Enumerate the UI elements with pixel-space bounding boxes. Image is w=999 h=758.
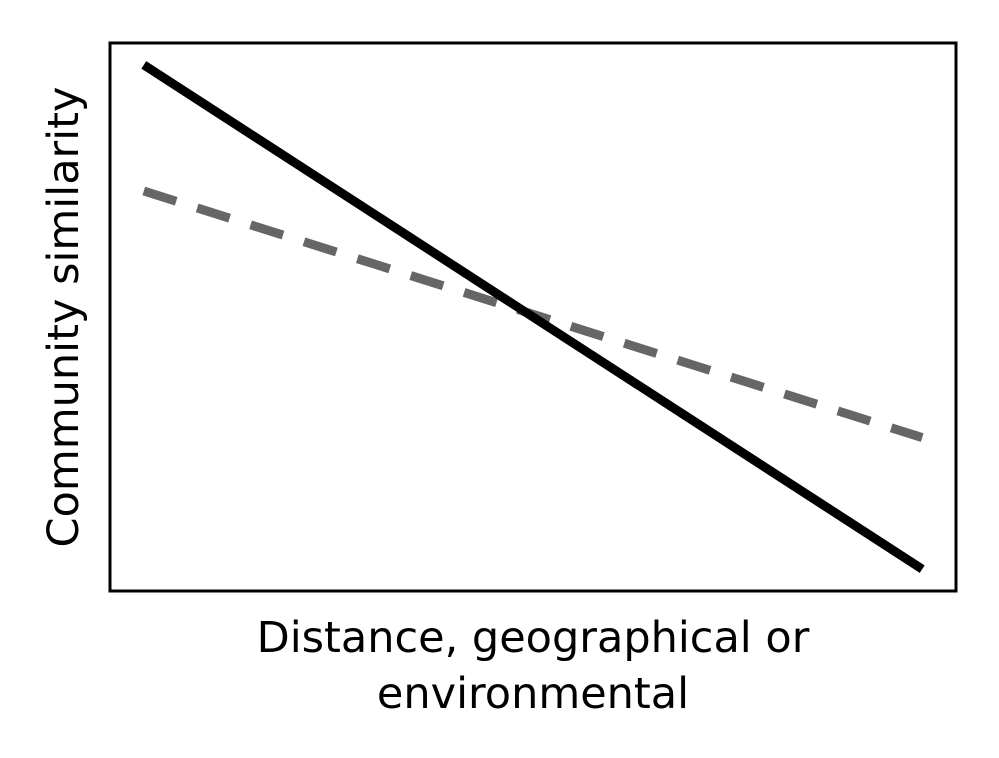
series-layer — [141, 61, 925, 573]
plot-frame — [108, 41, 958, 593]
solid-series-line — [141, 61, 925, 573]
y-axis-label: Community similarity — [39, 87, 89, 548]
x-axis-label-line-2: environmental — [377, 669, 689, 719]
x-axis-label-line-1: Distance, geographical or — [257, 613, 810, 663]
